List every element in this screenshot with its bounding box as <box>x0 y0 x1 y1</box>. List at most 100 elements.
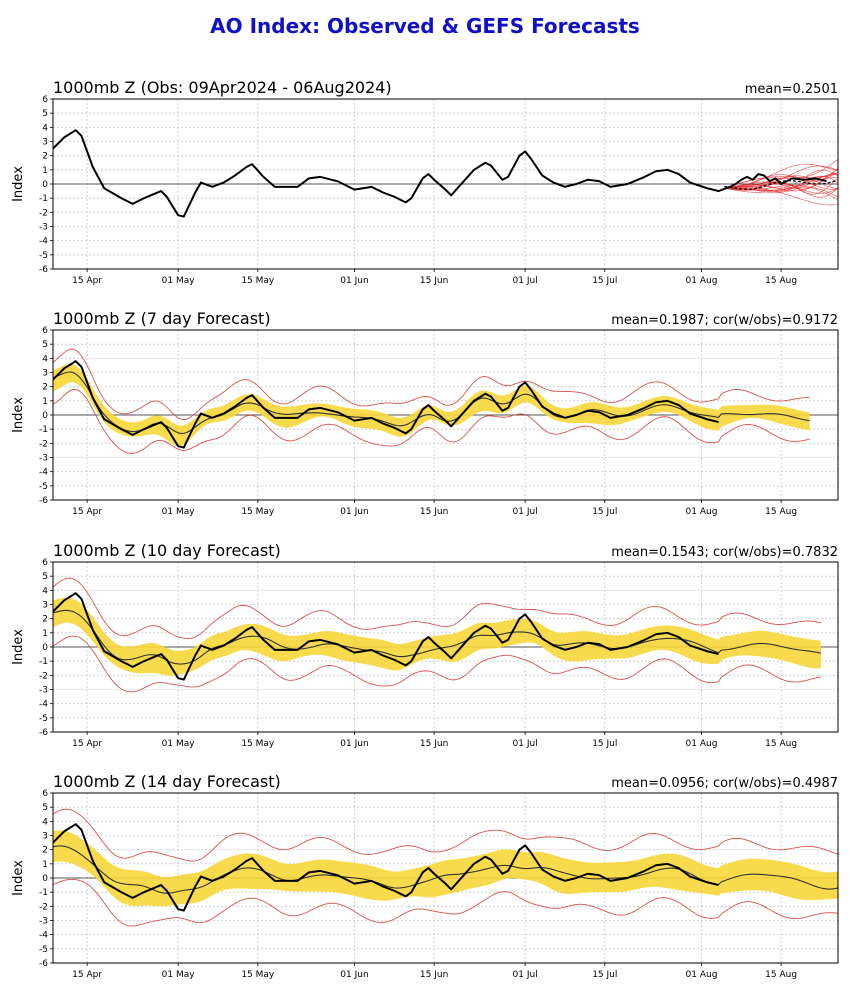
y-tick-label: 6 <box>42 558 48 568</box>
ensemble-member-line <box>724 187 838 206</box>
forecast-mean-line <box>53 371 810 434</box>
y-tick-label: 0 <box>42 643 48 653</box>
x-tick-label: 15 Jul <box>592 739 617 749</box>
forecast-spread-upper <box>53 348 810 421</box>
plot-content <box>53 129 838 218</box>
y-tick-label: -3 <box>39 917 48 927</box>
y-tick-label: -1 <box>39 425 48 435</box>
y-tick-label: 6 <box>42 326 48 336</box>
ensemble-member-line <box>724 172 838 189</box>
axes-frame <box>52 98 839 270</box>
x-tick-label: 15 May <box>241 739 275 749</box>
axes-frame <box>52 792 839 964</box>
observed-line <box>53 360 719 449</box>
y-tick-label: 4 <box>42 586 48 596</box>
x-tick-label: 01 Aug <box>686 507 718 517</box>
y-tick-label: -4 <box>39 237 48 247</box>
panel-title: 1000mb Z (7 day Forecast) <box>53 309 271 328</box>
panel-title: 1000mb Z (14 day Forecast) <box>53 772 281 791</box>
y-tick-label: 1 <box>42 166 48 176</box>
y-tick-label: -2 <box>39 439 48 449</box>
x-tick-label: 15 May <box>241 507 275 517</box>
y-axis-label: Index <box>11 629 26 665</box>
x-tick-label: 01 Jun <box>340 970 368 980</box>
y-tick-label: 6 <box>42 789 48 799</box>
x-tick-label: 01 Aug <box>686 276 718 286</box>
y-tick-label: 5 <box>42 572 48 582</box>
y-tick-label: -4 <box>39 700 48 710</box>
forecast-band <box>53 597 821 676</box>
x-tick-label: 15 Apr <box>72 739 102 749</box>
x-tick-label: 15 Jun <box>420 739 448 749</box>
y-tick-label: -4 <box>39 468 48 478</box>
y-tick-label: -5 <box>39 482 48 492</box>
y-tick-label: -2 <box>39 671 48 681</box>
y-tick-label: 5 <box>42 340 48 350</box>
y-tick-label: 2 <box>42 152 48 162</box>
y-tick-label: 6 <box>42 95 48 105</box>
plot-content <box>53 577 822 693</box>
y-tick-label: -1 <box>39 657 48 667</box>
y-tick-label: 2 <box>42 846 48 856</box>
x-tick-label: 15 Aug <box>765 276 797 286</box>
y-tick-label: -6 <box>39 265 48 275</box>
ensemble-member-line <box>724 169 838 189</box>
y-tick-label: -6 <box>39 728 48 738</box>
forecast-mean-line <box>53 609 822 665</box>
y-tick-label: 0 <box>42 874 48 884</box>
x-tick-label: 01 Jun <box>340 507 368 517</box>
forecast-band <box>53 830 838 907</box>
panel-14-day-forecast: 6 5 4 3 2 1 0 -1 -2 -3 -4 -5 -6 15 Apr 01 May 15 May 01 … <box>11 772 839 980</box>
y-tick-label: -3 <box>39 454 48 464</box>
x-tick-label: 01 Jul <box>513 276 538 286</box>
y-tick-label: -5 <box>39 714 48 724</box>
y-tick-label: -3 <box>39 686 48 696</box>
axes-frame <box>52 561 839 733</box>
x-tick-label: 15 Jul <box>592 970 617 980</box>
panel-stat: mean=0.2501 <box>745 82 838 97</box>
forecast-spread-lower <box>53 389 810 454</box>
x-tick-label: 15 Apr <box>72 276 102 286</box>
forecast-spread-upper <box>53 808 838 862</box>
y-tick-label: -5 <box>39 945 48 955</box>
panel-title: 1000mb Z (Obs: 09Apr2024 - 06Aug2024) <box>53 78 392 97</box>
x-tick-label: 15 Apr <box>72 507 102 517</box>
x-tick-label: 01 May <box>162 276 196 286</box>
y-tick-label: 3 <box>42 369 48 379</box>
y-tick-label: 2 <box>42 383 48 393</box>
y-tick-label: -1 <box>39 194 48 204</box>
x-tick-label: 01 May <box>162 970 196 980</box>
x-tick-label: 15 Jun <box>420 507 448 517</box>
y-tick-label: 3 <box>42 832 48 842</box>
y-axis-label: Index <box>11 860 26 896</box>
y-tick-label: 1 <box>42 629 48 639</box>
y-axis-label: Index <box>11 397 26 433</box>
y-tick-label: 0 <box>42 411 48 421</box>
y-tick-label: 4 <box>42 817 48 827</box>
y-tick-label: 4 <box>42 354 48 364</box>
plot-content <box>53 808 838 927</box>
x-tick-label: 01 Jul <box>513 970 538 980</box>
x-tick-label: 15 Apr <box>72 970 102 980</box>
ensemble-mean-line <box>724 179 838 190</box>
y-tick-label: -5 <box>39 251 48 261</box>
y-axis-label: Index <box>11 166 26 202</box>
x-tick-label: 01 Jul <box>513 507 538 517</box>
x-tick-label: 15 Jul <box>592 507 617 517</box>
x-tick-label: 15 Aug <box>765 970 797 980</box>
x-tick-label: 15 May <box>241 970 275 980</box>
y-tick-label: 5 <box>42 803 48 813</box>
y-tick-label: -3 <box>39 223 48 233</box>
x-tick-label: 15 Aug <box>765 507 797 517</box>
x-tick-label: 15 May <box>241 276 275 286</box>
panel-10-day-forecast: 6 5 4 3 2 1 0 -1 -2 -3 -4 -5 -6 15 Apr 01 May 15 May 01 … <box>11 541 839 749</box>
plot-content <box>53 348 810 454</box>
panel-7-day-forecast: 6 5 4 3 2 1 0 -1 -2 -3 -4 -5 -6 15 Apr 01 May 15 May 01 … <box>11 309 839 517</box>
axes-frame <box>52 329 839 501</box>
x-tick-label: 01 Jun <box>340 276 368 286</box>
panel-observed: 6 5 4 3 2 1 0 -1 -2 -3 -4 -5 -6 15 Apr 01 May 15 May 01 … <box>11 78 839 286</box>
y-tick-label: -6 <box>39 496 48 506</box>
y-tick-label: 3 <box>42 601 48 611</box>
ensemble-member-line <box>724 175 838 192</box>
observed-line <box>53 129 827 218</box>
